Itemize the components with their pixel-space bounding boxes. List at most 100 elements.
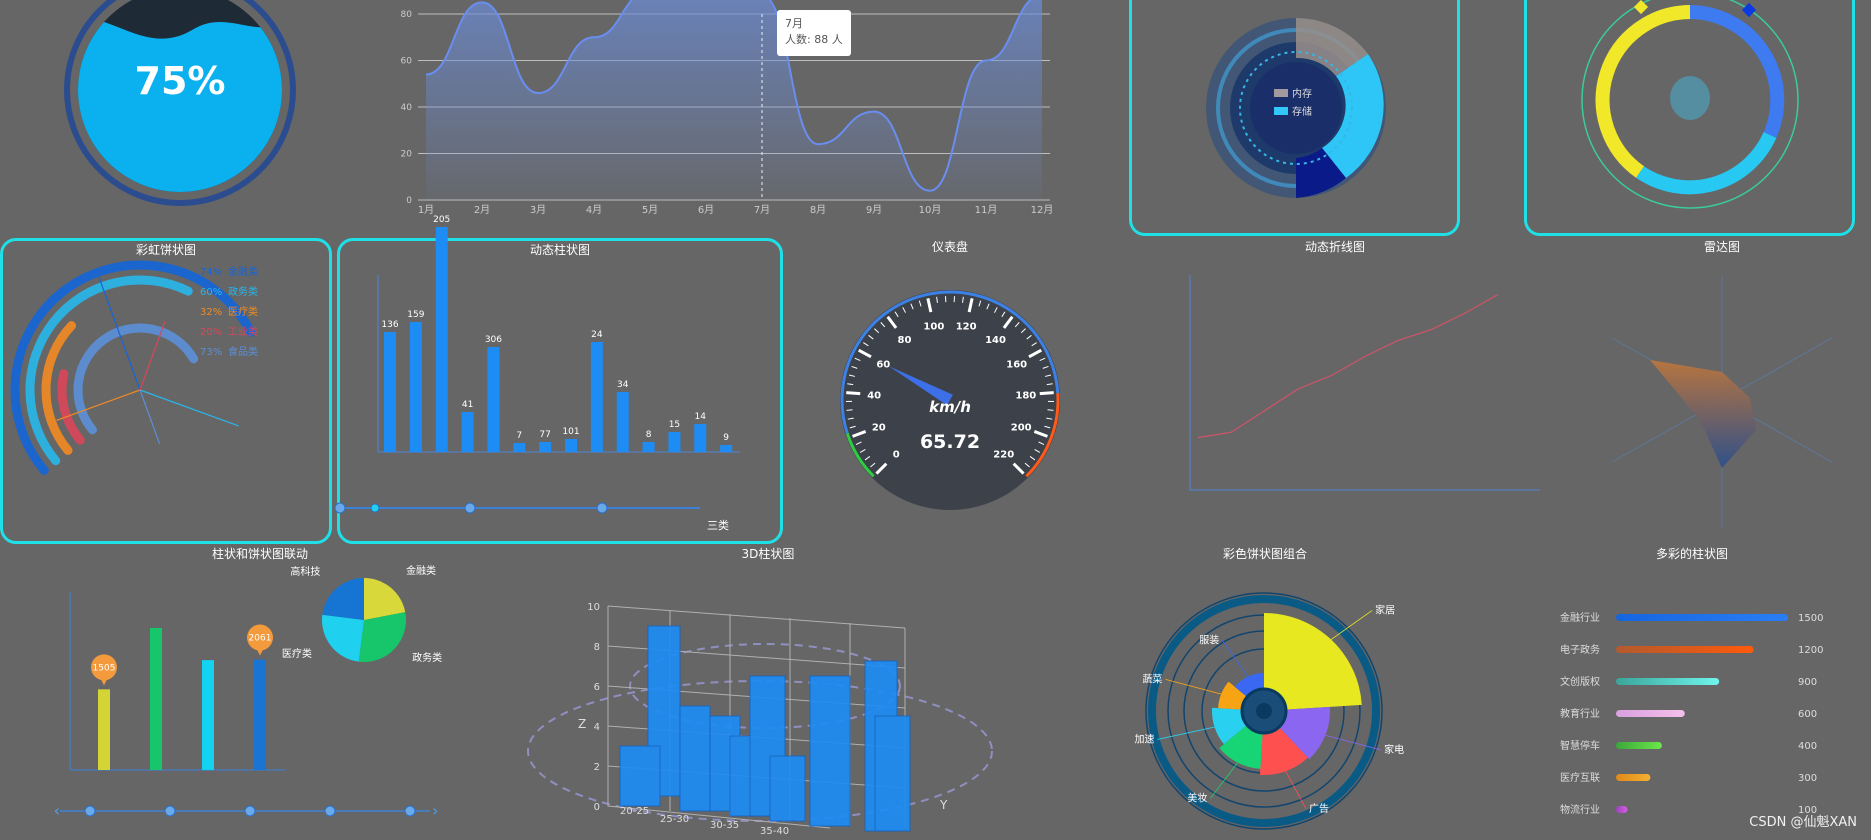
gauge-value: 65.72 [920, 431, 980, 453]
title-bar3d: 3D柱状图 [718, 545, 818, 562]
area-xtick: 7月 [754, 204, 770, 216]
area-xtick: 11月 [975, 204, 998, 216]
dynbar-bar [565, 439, 577, 452]
legend-swatch-storage [1274, 107, 1288, 115]
rainbow-legend-name: 医疗类 [228, 305, 258, 318]
rainbow-pointer [140, 390, 239, 426]
bar3d-ztick: 8 [594, 642, 600, 653]
legend-label-storage: 存储 [1292, 105, 1312, 118]
ring-marker-blue [1742, 3, 1756, 17]
dynbar-value-label: 77 [539, 430, 550, 440]
dynbar-bar [462, 412, 474, 452]
bar3d-axis-y: Y [939, 798, 948, 812]
rainbow-legend-pct: 60% [200, 287, 222, 298]
colorbar-bar [1616, 678, 1719, 685]
dynbar-slider-handle [465, 503, 475, 513]
area-xtick: 4月 [586, 204, 602, 216]
bar3d-xtick: 30-35 [710, 820, 739, 831]
gauge-tick-label: 20 [872, 423, 886, 434]
area-ytick: 40 [401, 103, 413, 113]
colorpie-hub-core [1256, 703, 1272, 719]
colorbar-category: 智慧停车 [1560, 739, 1600, 752]
gauge-tick [1048, 410, 1054, 411]
dynbar-value-label: 34 [617, 380, 629, 390]
bar3d-xtick: 35-40 [760, 826, 789, 837]
gauge-tick [846, 393, 860, 394]
gauge-tick-label: 0 [893, 450, 900, 461]
ring-progress-chart [1570, 0, 1810, 220]
dynbar-slider-handle [335, 503, 345, 513]
dynbar-value-label: 15 [669, 420, 680, 430]
colorbar-bar [1616, 774, 1650, 781]
legend-label-memory: 内存 [1292, 87, 1312, 100]
dynbar-bar [694, 424, 706, 452]
barpie-timeline-node [165, 806, 175, 816]
barpie-slice [322, 615, 364, 662]
colorbar-category: 物流行业 [1560, 803, 1600, 816]
bar3d-xtick: 25-30 [660, 814, 689, 825]
barpie-bar [150, 628, 162, 770]
barpie-pin-label: 1505 [93, 663, 116, 673]
timeline-prev-icon: ‹ [54, 801, 60, 820]
bar3d-ztick: 2 [594, 762, 600, 773]
colorpie-label: 蔬菜 [1142, 673, 1162, 685]
barpie-slice-label: 金融类 [406, 564, 436, 577]
colorpie-label: 家居 [1375, 603, 1395, 616]
gauge-tick-label: 40 [867, 391, 881, 402]
colorbar-value: 1200 [1798, 645, 1823, 656]
dynbar-value-label: 306 [485, 335, 502, 345]
colorbar-bar [1616, 806, 1627, 813]
barpie-pin-tip [255, 646, 265, 656]
dynbar-slider-handle [371, 504, 379, 512]
bar3d-xtick: 20-25 [620, 806, 649, 817]
area-fill [426, 0, 1042, 200]
colorbar-bar [1616, 710, 1685, 717]
colorbar-category: 电子政务 [1560, 643, 1600, 656]
dynbar-bar [643, 442, 655, 452]
dynbar-value-label: 9 [723, 433, 729, 443]
gauge-tick-label: 200 [1011, 423, 1032, 434]
gauge-tick [847, 410, 853, 411]
colorpie-label: 广告 [1309, 802, 1329, 815]
gauge-tick-label: 160 [1006, 360, 1027, 371]
area-ytick: 0 [406, 196, 412, 206]
liquid-chart: 75% [62, 0, 302, 205]
rainbow-legend-pct: 32% [200, 307, 222, 318]
liquid-value: 75% [135, 59, 226, 103]
gauge-tick-label: 80 [897, 335, 911, 346]
rainbow-legend-pct: 73% [200, 347, 222, 358]
colorbar-value: 1500 [1798, 613, 1823, 624]
area-tooltip: 7月 人数: 88 人 [777, 10, 851, 56]
colorbar-category: 金融行业 [1560, 611, 1600, 624]
radar-chart [1590, 260, 1850, 540]
barpie-slice-label: 医疗类 [282, 647, 312, 660]
barpie-timeline-node [85, 806, 95, 816]
colorpie-leader [1222, 640, 1248, 676]
barpie-pin-label: 2061 [249, 634, 272, 644]
dynline-series [1198, 295, 1498, 438]
dynbar-value-label: 159 [407, 310, 424, 320]
title-dynamic-line: 动态折线图 [1285, 238, 1385, 255]
dynbar-bar [513, 443, 525, 452]
bar3d-chart: Z Y 0 2 4 6 8 10 20-25 25-30 30-35 35-40 [530, 566, 990, 836]
gauge-tick-label: 180 [1015, 391, 1036, 402]
dynbar-bar [617, 392, 629, 452]
dynbar-bar [410, 322, 422, 452]
gauge-tick-label: 220 [993, 450, 1014, 461]
dynbar-bar [487, 347, 499, 452]
colorpie-label: 家电 [1384, 743, 1404, 756]
barpie-timeline-node [245, 806, 255, 816]
rainbow-pointer [56, 390, 140, 420]
rainbow-legend-pct: 20% [200, 327, 222, 338]
dynamic-bar-slider-label: 三类 [707, 517, 729, 533]
gauge-tick-label: 120 [956, 322, 977, 333]
colorpie-label: 美妆 [1187, 791, 1207, 804]
rainbow-legend-name: 金融类 [228, 265, 258, 278]
title-gauge: 仪表盘 [900, 238, 1000, 255]
dynbar-value-label: 205 [433, 215, 450, 225]
gauge-tick-label: 60 [876, 360, 890, 371]
bar3d-axis-z: Z [578, 717, 586, 731]
